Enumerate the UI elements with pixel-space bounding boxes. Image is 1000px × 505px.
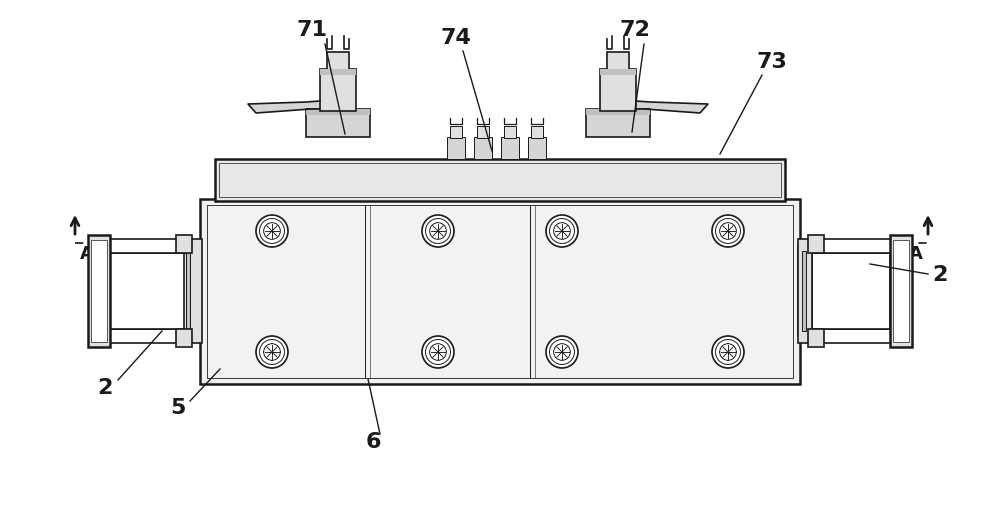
Bar (327, 53, 349, 71)
Circle shape (712, 336, 744, 368)
Bar (474, 138, 492, 160)
Circle shape (426, 340, 450, 365)
Bar (600, 70, 636, 76)
Bar (890, 235, 912, 347)
Bar (531, 127, 543, 139)
Bar (808, 329, 824, 347)
Text: A: A (909, 244, 923, 263)
Bar (186, 251, 190, 331)
Bar (200, 199, 800, 384)
Text: 2: 2 (97, 377, 113, 397)
Bar (812, 254, 890, 329)
Bar (306, 110, 370, 138)
Bar (893, 240, 909, 342)
Circle shape (422, 336, 454, 368)
Bar (110, 254, 188, 329)
Bar (600, 70, 636, 112)
Circle shape (554, 223, 570, 240)
Circle shape (550, 219, 574, 244)
Bar (586, 110, 650, 116)
Circle shape (716, 340, 740, 365)
Bar (501, 138, 519, 160)
Circle shape (550, 340, 574, 365)
Circle shape (260, 219, 284, 244)
Polygon shape (248, 102, 320, 114)
Bar (477, 127, 489, 139)
Circle shape (260, 340, 284, 365)
Bar (176, 235, 192, 254)
Text: A: A (80, 244, 94, 263)
Bar (450, 127, 462, 139)
Circle shape (264, 344, 280, 361)
Circle shape (256, 216, 288, 247)
Circle shape (256, 336, 288, 368)
Bar (798, 247, 804, 335)
Circle shape (712, 216, 744, 247)
Bar (88, 235, 110, 347)
Bar (586, 110, 650, 138)
Text: 74: 74 (441, 28, 471, 48)
Circle shape (264, 223, 280, 240)
Bar (184, 247, 190, 335)
Polygon shape (636, 102, 708, 114)
Bar (306, 110, 370, 116)
Text: 72: 72 (620, 20, 650, 40)
Bar (176, 329, 192, 347)
Bar (219, 164, 781, 197)
Text: 71: 71 (297, 20, 328, 40)
Circle shape (546, 336, 578, 368)
Bar (188, 239, 202, 343)
Circle shape (716, 219, 740, 244)
Bar (802, 251, 806, 331)
Bar (207, 206, 793, 378)
Text: 2: 2 (932, 265, 948, 284)
Bar (504, 127, 516, 139)
Text: 5: 5 (170, 397, 186, 417)
Bar (447, 138, 465, 160)
Circle shape (720, 344, 736, 361)
Circle shape (430, 223, 446, 240)
Bar (91, 240, 107, 342)
Circle shape (430, 344, 446, 361)
Circle shape (554, 344, 570, 361)
Circle shape (422, 216, 454, 247)
Bar (320, 70, 356, 76)
Circle shape (426, 219, 450, 244)
Bar (607, 53, 629, 71)
Bar (215, 160, 785, 201)
Text: 73: 73 (757, 52, 787, 72)
Bar (808, 235, 824, 254)
Circle shape (720, 223, 736, 240)
Bar (320, 70, 356, 112)
Bar (798, 239, 812, 343)
Circle shape (546, 216, 578, 247)
Bar (528, 138, 546, 160)
Text: 6: 6 (365, 431, 381, 451)
